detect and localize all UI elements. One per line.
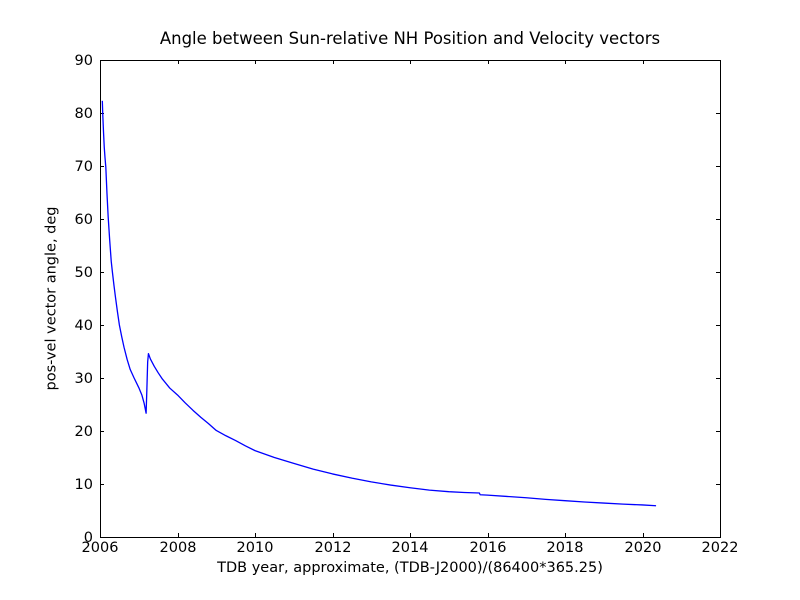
x-tick-label: 2006 <box>82 540 119 556</box>
y-tick-label: 30 <box>75 371 93 387</box>
y-tick-label: 0 <box>84 530 93 546</box>
axes-frame <box>100 60 721 538</box>
y-tick-label: 40 <box>75 318 93 334</box>
y-tick-label: 90 <box>75 53 93 69</box>
x-tick-label: 2018 <box>547 540 584 556</box>
x-tick-label: 2008 <box>160 540 197 556</box>
y-tick-label: 80 <box>75 106 93 122</box>
x-tick-label: 2012 <box>315 540 352 556</box>
chart-title: Angle between Sun-relative NH Position a… <box>159 29 661 48</box>
y-axis-label: pos-vel vector angle, deg <box>43 206 60 391</box>
x-tick-label: 2010 <box>237 540 274 556</box>
y-tick-label: 70 <box>75 159 93 175</box>
x-axis-label: TDB year, approximate, (TDB-J2000)/(8640… <box>217 560 603 576</box>
y-tick-label: 50 <box>75 265 93 281</box>
x-tick-label: 2020 <box>625 540 662 556</box>
data-series-line <box>101 100 657 507</box>
y-tick-label: 60 <box>75 212 93 228</box>
y-tick-label: 20 <box>75 424 93 440</box>
x-tick-label: 2014 <box>392 540 429 556</box>
x-tick-label: 2016 <box>470 540 507 556</box>
x-tick-label: 2022 <box>702 540 739 556</box>
y-tick-label: 10 <box>75 477 93 493</box>
